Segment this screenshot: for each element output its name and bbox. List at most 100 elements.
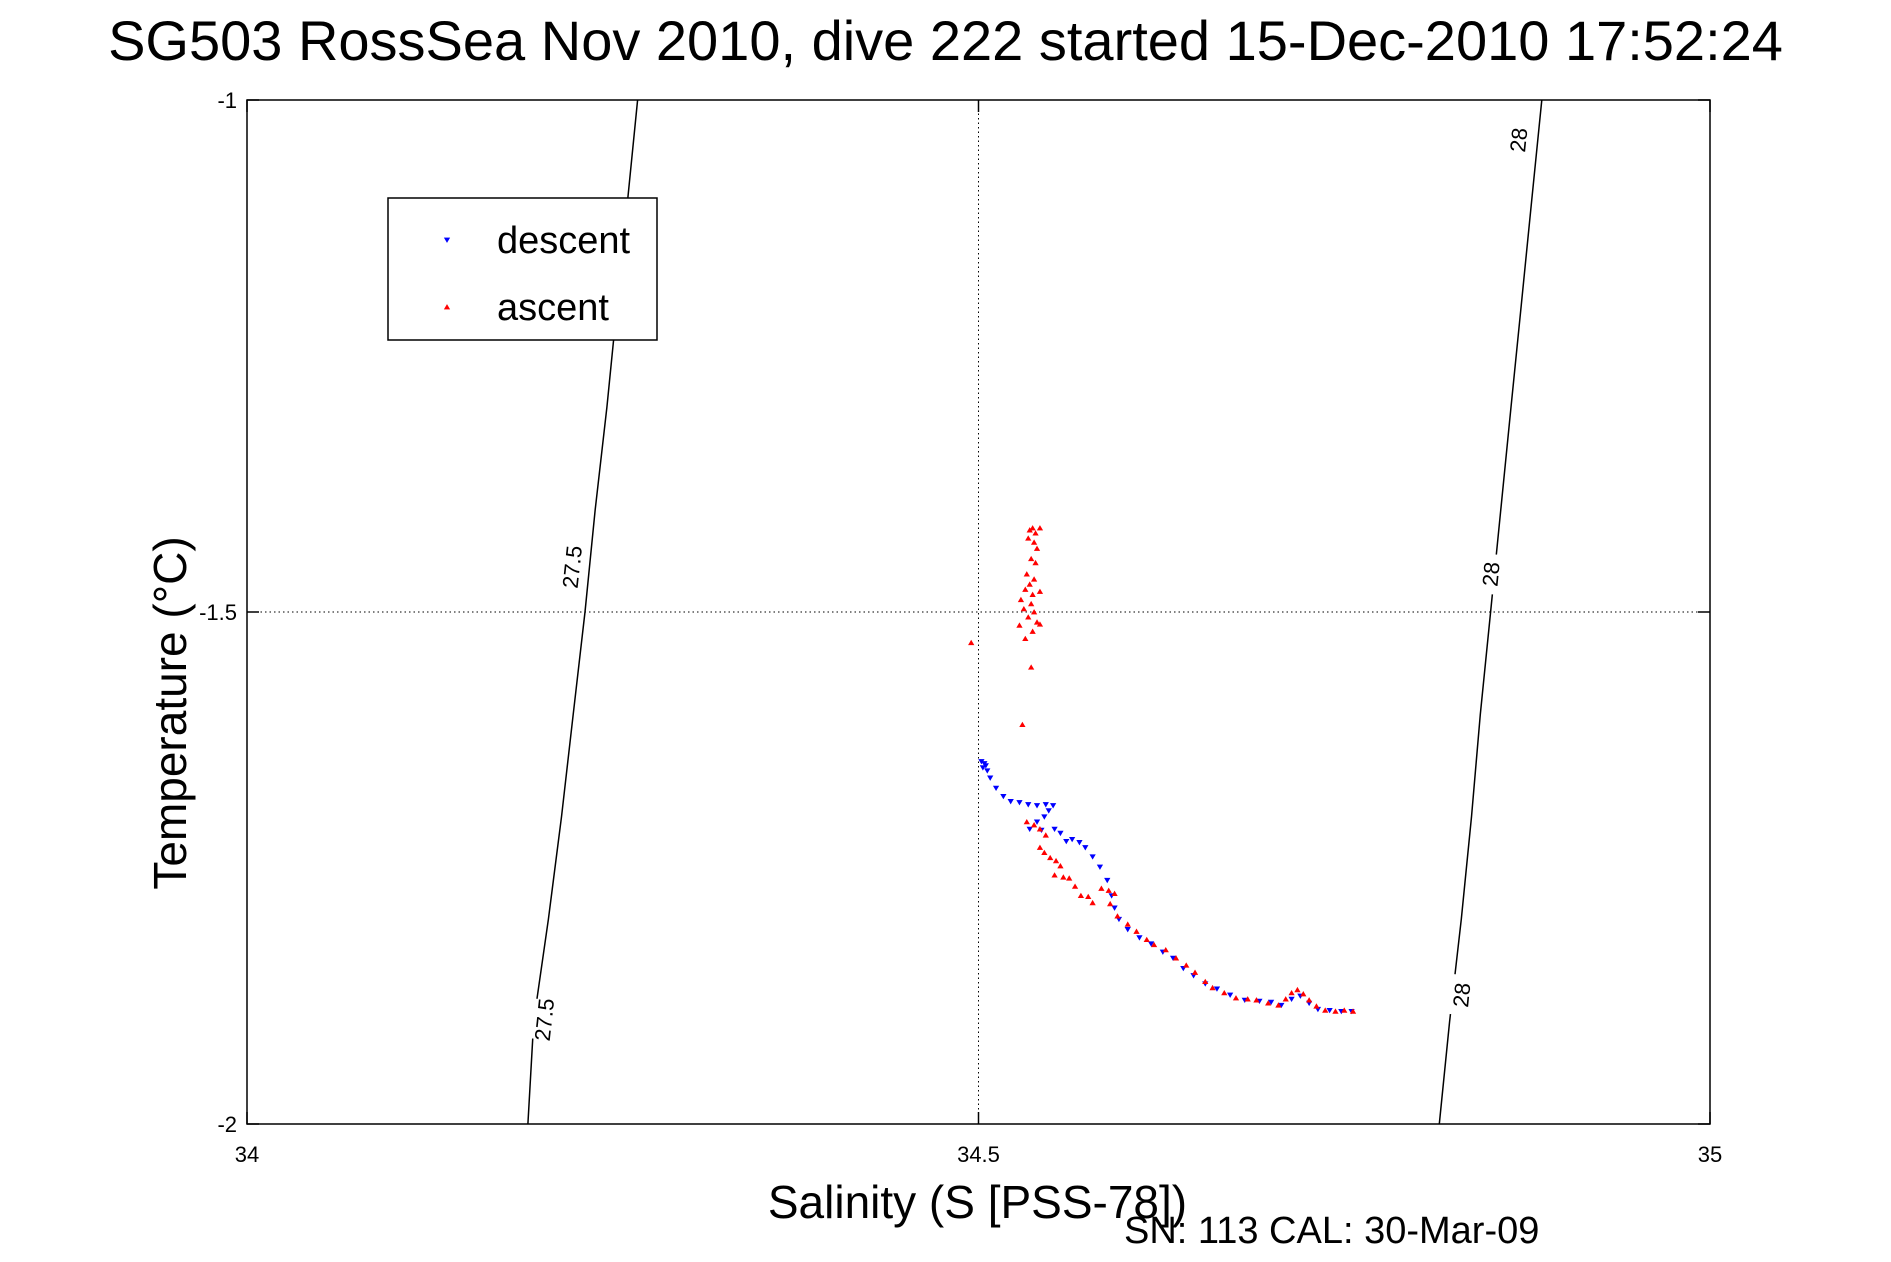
- descent-point: [1033, 803, 1041, 809]
- ascent-point: [1085, 893, 1092, 900]
- descent-point: [1288, 996, 1295, 1003]
- ascent-point: [1162, 946, 1169, 953]
- ascent-point: [1077, 892, 1085, 899]
- ascent-point: [1143, 936, 1150, 943]
- legend-label-descent: descent: [497, 220, 631, 262]
- ascent-point: [1124, 921, 1131, 927]
- ascent-point: [1025, 535, 1032, 541]
- ascent-point: [1306, 997, 1313, 1003]
- ascent-point: [1221, 989, 1228, 996]
- contour-label: 27.5: [558, 544, 587, 589]
- ascent-point: [1023, 571, 1030, 577]
- legend-marker-ascent: [443, 304, 451, 310]
- ascent-point: [1026, 581, 1033, 587]
- ascent-point: [1111, 890, 1118, 896]
- chart-title: SG503 RossSea Nov 2010, dive 222 started…: [108, 9, 1783, 72]
- ascent-point: [1282, 996, 1289, 1002]
- ascent-point: [1052, 857, 1060, 864]
- ascent-point: [1029, 628, 1036, 634]
- density-contours: 27.5 27.5 28 28 28: [527, 99, 1543, 1125]
- descent-point: [987, 775, 994, 781]
- descent-point: [1016, 800, 1023, 806]
- descent-point: [979, 765, 987, 771]
- ascent-point: [1265, 1000, 1272, 1006]
- descent-point: [1069, 836, 1076, 843]
- ascent-point: [1030, 822, 1038, 828]
- ascent-point: [1105, 887, 1112, 893]
- contour-line-28: [1438, 99, 1543, 1125]
- ascent-point: [1232, 995, 1240, 1001]
- ascent-point: [1028, 600, 1035, 607]
- ascent-point: [1202, 978, 1209, 985]
- ascent-point: [1294, 986, 1301, 993]
- x-tick-label: 34.5: [957, 1142, 1000, 1167]
- ascent-point: [1133, 928, 1140, 934]
- ascent-point: [1244, 996, 1251, 1002]
- descent-point: [992, 785, 1000, 792]
- axis-ticks: 34 34.5 35 -2 -1.5 -1: [199, 88, 1722, 1167]
- descent-point: [1111, 905, 1118, 911]
- contour-label-bg: [1503, 118, 1534, 162]
- ascent-point: [1032, 559, 1039, 566]
- ascent-point: [1022, 635, 1029, 642]
- descent-point: [1076, 840, 1083, 846]
- descent-point: [1042, 802, 1049, 808]
- legend-box: [387, 197, 658, 341]
- ascent-point: [1172, 955, 1180, 961]
- ascent-point: [1032, 530, 1039, 536]
- x-axis-label: Salinity (S [PSS-78]): [767, 1176, 1188, 1228]
- legend-marker-descent: [443, 237, 451, 243]
- y-tick-label: -1: [217, 88, 237, 113]
- ascent-point: [1114, 913, 1121, 919]
- descent-point: [1089, 854, 1096, 860]
- y-axis-label: Temperature (°C): [144, 536, 196, 890]
- ascent-point: [1036, 826, 1044, 832]
- ascent-point: [1036, 844, 1044, 850]
- ascent-point: [1209, 984, 1216, 991]
- descent-point: [1033, 819, 1041, 825]
- ascent-point: [1098, 885, 1105, 891]
- contour-label: 28: [1477, 561, 1504, 588]
- y-tick-label: -1.5: [199, 600, 237, 625]
- ascent-point: [1036, 525, 1044, 531]
- ascent-point: [1047, 854, 1054, 861]
- descent-point: [1057, 830, 1064, 837]
- ascent-point: [1017, 596, 1025, 603]
- x-tick-label: 35: [1698, 1142, 1722, 1167]
- descent-point: [1136, 935, 1143, 941]
- contour-label-bg: [1475, 552, 1506, 596]
- ascent-point: [1028, 664, 1035, 670]
- descent-point: [1096, 864, 1104, 870]
- ascent-point: [1022, 586, 1029, 592]
- ascent-point: [1183, 962, 1190, 968]
- calibration-footer: SN: 113 CAL: 30-Mar-09: [1124, 1210, 1540, 1252]
- ascent-point: [1033, 545, 1041, 551]
- ascent-point: [1071, 883, 1079, 889]
- ascent-point: [1275, 1002, 1282, 1008]
- y-tick-label: -2: [217, 1112, 237, 1137]
- ascent-point: [1057, 863, 1064, 869]
- ascent-point: [1016, 622, 1023, 628]
- descent-point: [1082, 845, 1089, 851]
- ascent-point: [1020, 605, 1027, 612]
- descent-point: [1041, 814, 1048, 820]
- descent-point: [984, 768, 991, 774]
- descent-point: [1025, 802, 1032, 808]
- descent-point: [1051, 826, 1058, 833]
- ascent-point: [1028, 555, 1035, 562]
- ascent-point: [1023, 818, 1030, 825]
- ascent-point: [1332, 1008, 1339, 1014]
- descent-point: [1213, 986, 1221, 992]
- descent-point: [1267, 999, 1275, 1006]
- ascent-point: [1341, 1007, 1348, 1013]
- contour-label: 28: [1505, 127, 1532, 154]
- ascent-point: [1030, 609, 1038, 615]
- ascent-point: [1030, 539, 1038, 545]
- ascent-point: [1089, 899, 1096, 906]
- ascent-point: [1066, 875, 1073, 881]
- ascent-point: [1025, 614, 1032, 620]
- descent-point: [1045, 808, 1052, 814]
- ascent-point: [1300, 991, 1307, 997]
- legend: descent ascent: [387, 197, 658, 341]
